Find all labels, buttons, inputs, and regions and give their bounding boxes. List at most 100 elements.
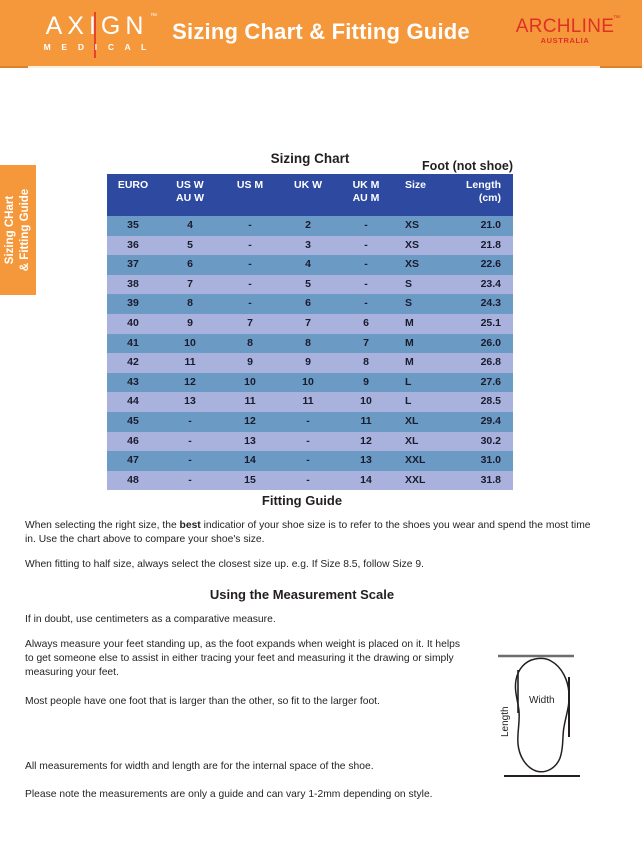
table-cell: 28.5 xyxy=(457,392,513,412)
table-cell: - xyxy=(221,294,279,314)
table-cell: 38 xyxy=(107,274,159,295)
table-cell: M xyxy=(395,353,457,373)
table-cell: 21.8 xyxy=(457,235,513,256)
table-cell: - xyxy=(337,216,395,236)
table-cell: 27.6 xyxy=(457,372,513,393)
table-cell: 24.3 xyxy=(457,294,513,314)
table-cell: 41 xyxy=(107,333,159,354)
table-row: 41 10 8 8 7 M 26.0 xyxy=(107,333,513,354)
table-cell: XXL xyxy=(395,470,457,491)
table-cell: M xyxy=(395,333,457,354)
table-cell: 4 xyxy=(279,255,337,275)
table-row: 37 6-4- XS 22.6 xyxy=(107,255,513,275)
table-cell: - xyxy=(221,255,279,275)
table-cell: 39 xyxy=(107,294,159,314)
table-cell: S xyxy=(395,294,457,314)
table-cell: 46 xyxy=(107,431,159,452)
table-cell: 12 xyxy=(159,372,221,393)
column-header-us-w-main: US W xyxy=(176,179,204,191)
table-cell: - xyxy=(221,216,279,236)
table-cell: XL xyxy=(395,431,457,452)
table-cell: 8 xyxy=(337,353,395,373)
table-row: 45-12-11 XL 29.4 xyxy=(107,411,513,432)
column-header-uk-w-main: UK W xyxy=(294,179,322,191)
table-cell: 37 xyxy=(107,255,159,275)
table-cell: XXL xyxy=(395,451,457,471)
archline-logo-subtitle: AUSTRALIA xyxy=(540,36,590,45)
table-cell: - xyxy=(279,431,337,452)
table-cell: - xyxy=(279,411,337,432)
table-cell: 13 xyxy=(159,392,221,412)
table-cell: - xyxy=(221,274,279,295)
side-tab-sizing-chart: Sizing CHart & Fitting Guide xyxy=(0,165,36,295)
diagram-width-label: Width xyxy=(529,695,555,706)
table-cell: 30.2 xyxy=(457,431,513,452)
fitting-guide-paragraph-1: When selecting the right size, the best … xyxy=(25,519,595,547)
table-cell: 10 xyxy=(159,333,221,354)
table-cell: 3 xyxy=(279,235,337,256)
table-cell: 47 xyxy=(107,451,159,471)
table-cell: 26.8 xyxy=(457,353,513,373)
table-row: 48-15-14 XXL 31.8 xyxy=(107,470,513,491)
axign-trademark-icon: ™ xyxy=(150,13,157,20)
table-cell: 7 xyxy=(337,333,395,354)
column-header-length: Length (cm) xyxy=(457,174,513,216)
table-cell: 11 xyxy=(279,392,337,412)
table-cell: 22.6 xyxy=(457,255,513,275)
table-cell: - xyxy=(159,451,221,471)
table-row: 35 4-2- XS 21.0 xyxy=(107,216,513,236)
measurement-scale-paragraph-4: All measurements for width and length ar… xyxy=(25,761,374,772)
table-cell: 8 xyxy=(221,333,279,354)
axign-medical-logo: AXIGN ™ M E D I C A L xyxy=(33,12,161,58)
table-cell: XS xyxy=(395,216,457,236)
table-cell: L xyxy=(395,392,457,412)
column-header-length-main: Length xyxy=(466,179,501,191)
foot-measurement-diagram: Width Length xyxy=(494,645,634,785)
table-cell: - xyxy=(159,470,221,491)
table-cell: 40 xyxy=(107,313,159,334)
side-tab-label: Sizing CHart & Fitting Guide xyxy=(0,165,36,295)
table-cell: 10 xyxy=(221,372,279,393)
diagram-length-label: Length xyxy=(500,706,511,737)
table-cell: - xyxy=(221,235,279,256)
table-cell: 25.1 xyxy=(457,313,513,334)
table-cell: 12 xyxy=(221,411,279,432)
table-cell: 14 xyxy=(221,451,279,471)
foot-not-shoe-note: Foot (not shoe) xyxy=(422,159,513,173)
page-header-bar xyxy=(0,0,642,66)
axign-red-divider-line xyxy=(94,12,96,58)
table-cell: 11 xyxy=(159,353,221,373)
measurement-scale-heading: Using the Measurement Scale xyxy=(209,587,395,602)
table-row: 46-13-12 XL 30.2 xyxy=(107,431,513,452)
measurement-scale-paragraph-2: Always measure your feet standing up, as… xyxy=(25,639,461,678)
table-cell: 43 xyxy=(107,372,159,393)
table-cell: 7 xyxy=(221,313,279,334)
header-underline xyxy=(0,66,642,68)
table-cell: 9 xyxy=(279,353,337,373)
diagram-foot-outline-path xyxy=(514,657,570,773)
side-tab-label-line1: Sizing CHart xyxy=(4,195,16,265)
table-cell: 14 xyxy=(337,470,395,491)
table-row: 44 13 11 11 10 L 28.5 xyxy=(107,392,513,412)
table-cell: 35 xyxy=(107,216,159,236)
table-cell: 31.0 xyxy=(457,451,513,471)
table-row: 36 5-3- XS 21.8 xyxy=(107,235,513,256)
measurement-scale-paragraph-5: Please note the measurements are only a … xyxy=(25,789,433,800)
table-cell: - xyxy=(337,255,395,275)
sizing-chart-table-header: EURO US W AU W US M UK W UK M AU M Size … xyxy=(107,174,513,216)
column-header-us-w-sub: AU W xyxy=(176,191,204,204)
column-header-size-main: Size xyxy=(405,179,427,191)
table-cell: 7 xyxy=(159,274,221,295)
column-header-length-sub: (cm) xyxy=(478,191,501,204)
sizing-chart-caption: Sizing Chart xyxy=(270,151,350,166)
table-cell: 7 xyxy=(279,313,337,334)
axign-logo-subtitle: M E D I C A L xyxy=(43,42,151,52)
table-cell: 21.0 xyxy=(457,216,513,236)
column-header-uk-m: UK M AU M xyxy=(337,174,395,216)
sizing-chart-table-body: 35 4-2- XS 21.0 36 5-3- XS 21.8 37 6-4- XS 22.6 38 7-… xyxy=(107,216,513,491)
table-cell: 9 xyxy=(221,353,279,373)
table-cell: 26.0 xyxy=(457,333,513,354)
table-cell: 11 xyxy=(337,411,395,432)
table-cell: 8 xyxy=(159,294,221,314)
column-header-euro: EURO xyxy=(107,174,159,216)
